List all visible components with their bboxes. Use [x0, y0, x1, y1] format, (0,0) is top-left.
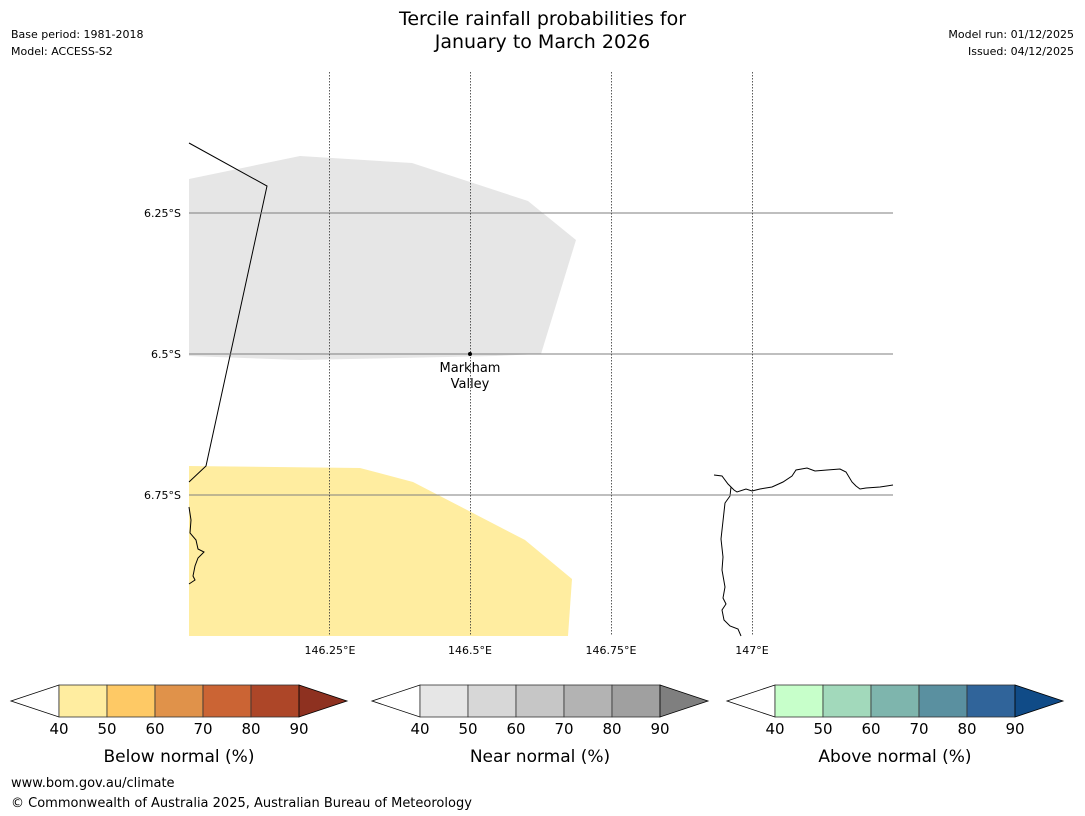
colorbar-cell: [563, 684, 613, 718]
coastline-east: [713, 467, 894, 493]
near-normal-region: [189, 156, 576, 360]
colorbar-tick-label: 70: [554, 720, 573, 738]
colorbar-3: 40 50 60 70 80 90 Above normal (%): [725, 684, 1065, 767]
colorbar-tick-label: 50: [458, 720, 477, 738]
place-name-line-2: Valley: [451, 377, 490, 392]
lon-label-3: 146.75°E: [586, 644, 637, 657]
lat-label-2: 6.5°S: [151, 348, 181, 361]
colorbar-tick-label: 70: [909, 720, 928, 738]
colorbar-max-extension: [298, 684, 349, 718]
colorbar-max-extension: [659, 684, 710, 718]
lat-label-3: 6.75°S: [144, 489, 181, 502]
coastline-peninsula: [720, 486, 742, 637]
colorbar-legend: 40 50 60 70 80 90 Below normal (%) 40 50 60 70 80 90…: [9, 684, 1065, 767]
border-line: [188, 142, 268, 483]
colorbar-cell: [966, 684, 1016, 718]
colorbar-cell: [918, 684, 968, 718]
colorbar-cell: [419, 684, 469, 718]
colorbar-cell: [467, 684, 517, 718]
meta-right: Model run: 01/12/2025 Issued: 04/12/2025: [948, 26, 1074, 60]
colorbar-tick-label: 50: [813, 720, 832, 738]
footer: www.bom.gov.au/climate © Commonwealth of…: [11, 774, 472, 814]
below-normal-region: [189, 466, 572, 636]
lon-label-2: 146.5°E: [448, 644, 492, 657]
colorbar-max-extension: [1014, 684, 1065, 718]
colorbar-tick-label: 40: [49, 720, 68, 738]
colorbar-min-extension: [725, 684, 776, 718]
model-run: Model run: 01/12/2025: [948, 28, 1074, 41]
colorbar-tick-label: 60: [145, 720, 164, 738]
colorbar-cell: [202, 684, 252, 718]
issued-date: Issued: 04/12/2025: [967, 45, 1074, 58]
place-marker: [468, 352, 472, 356]
colorbar-cell: [822, 684, 872, 718]
model-name: Model: ACCESS-S2: [11, 45, 113, 58]
latitude-gridlines: [189, 212, 893, 496]
place-name-line-1: Markham: [440, 361, 501, 376]
colorbar-tick-label: 90: [289, 720, 308, 738]
colorbar-cell: [154, 684, 204, 718]
colorbar-tick-label: 60: [506, 720, 525, 738]
colorbar-cell: [611, 684, 661, 718]
colorbar-tick-label: 40: [410, 720, 429, 738]
colorbar-title: Above normal (%): [818, 747, 971, 767]
meta-left: Base period: 1981-2018 Model: ACCESS-S2: [11, 26, 143, 60]
colorbar-tick-label: 50: [97, 720, 116, 738]
colorbar-cell: [250, 684, 300, 718]
colorbar-tick-label: 40: [765, 720, 784, 738]
colorbar-tick-label: 80: [602, 720, 621, 738]
colorbar-tick-label: 80: [957, 720, 976, 738]
footer-copyright: © Commonwealth of Australia 2025, Austra…: [11, 796, 472, 811]
colorbar-cell: [515, 684, 565, 718]
colorbar-cell: [106, 684, 156, 718]
colorbar-tick-label: 90: [1005, 720, 1024, 738]
colorbar-min-extension: [370, 684, 421, 718]
colorbar-tick-label: 60: [861, 720, 880, 738]
colorbar-min-extension: [9, 684, 60, 718]
footer-url: www.bom.gov.au/climate: [11, 776, 175, 791]
colorbar-tick-label: 90: [650, 720, 669, 738]
colorbar-1: 40 50 60 70 80 90 Below normal (%): [9, 684, 349, 767]
colorbar-title: Near normal (%): [470, 747, 610, 767]
colorbar-tick-label: 80: [241, 720, 260, 738]
colorbar-2: 40 50 60 70 80 90 Near normal (%): [370, 684, 710, 767]
title-line-1: Tercile rainfall probabilities for: [398, 8, 687, 30]
colorbar-title: Below normal (%): [104, 747, 255, 767]
colorbar-cell: [58, 684, 108, 718]
lon-label-4: 147°E: [735, 644, 768, 657]
coastline-southwest: [188, 506, 205, 585]
lon-label-1: 146.25°E: [305, 644, 356, 657]
page-title: Tercile rainfall probabilities for Janua…: [0, 8, 1085, 54]
colorbar-tick-label: 70: [193, 720, 212, 738]
lat-label-1: 6.25°S: [144, 207, 181, 220]
base-period: Base period: 1981-2018: [11, 28, 144, 41]
title-line-2: January to March 2026: [434, 31, 651, 53]
colorbar-cell: [774, 684, 824, 718]
colorbar-cell: [870, 684, 920, 718]
